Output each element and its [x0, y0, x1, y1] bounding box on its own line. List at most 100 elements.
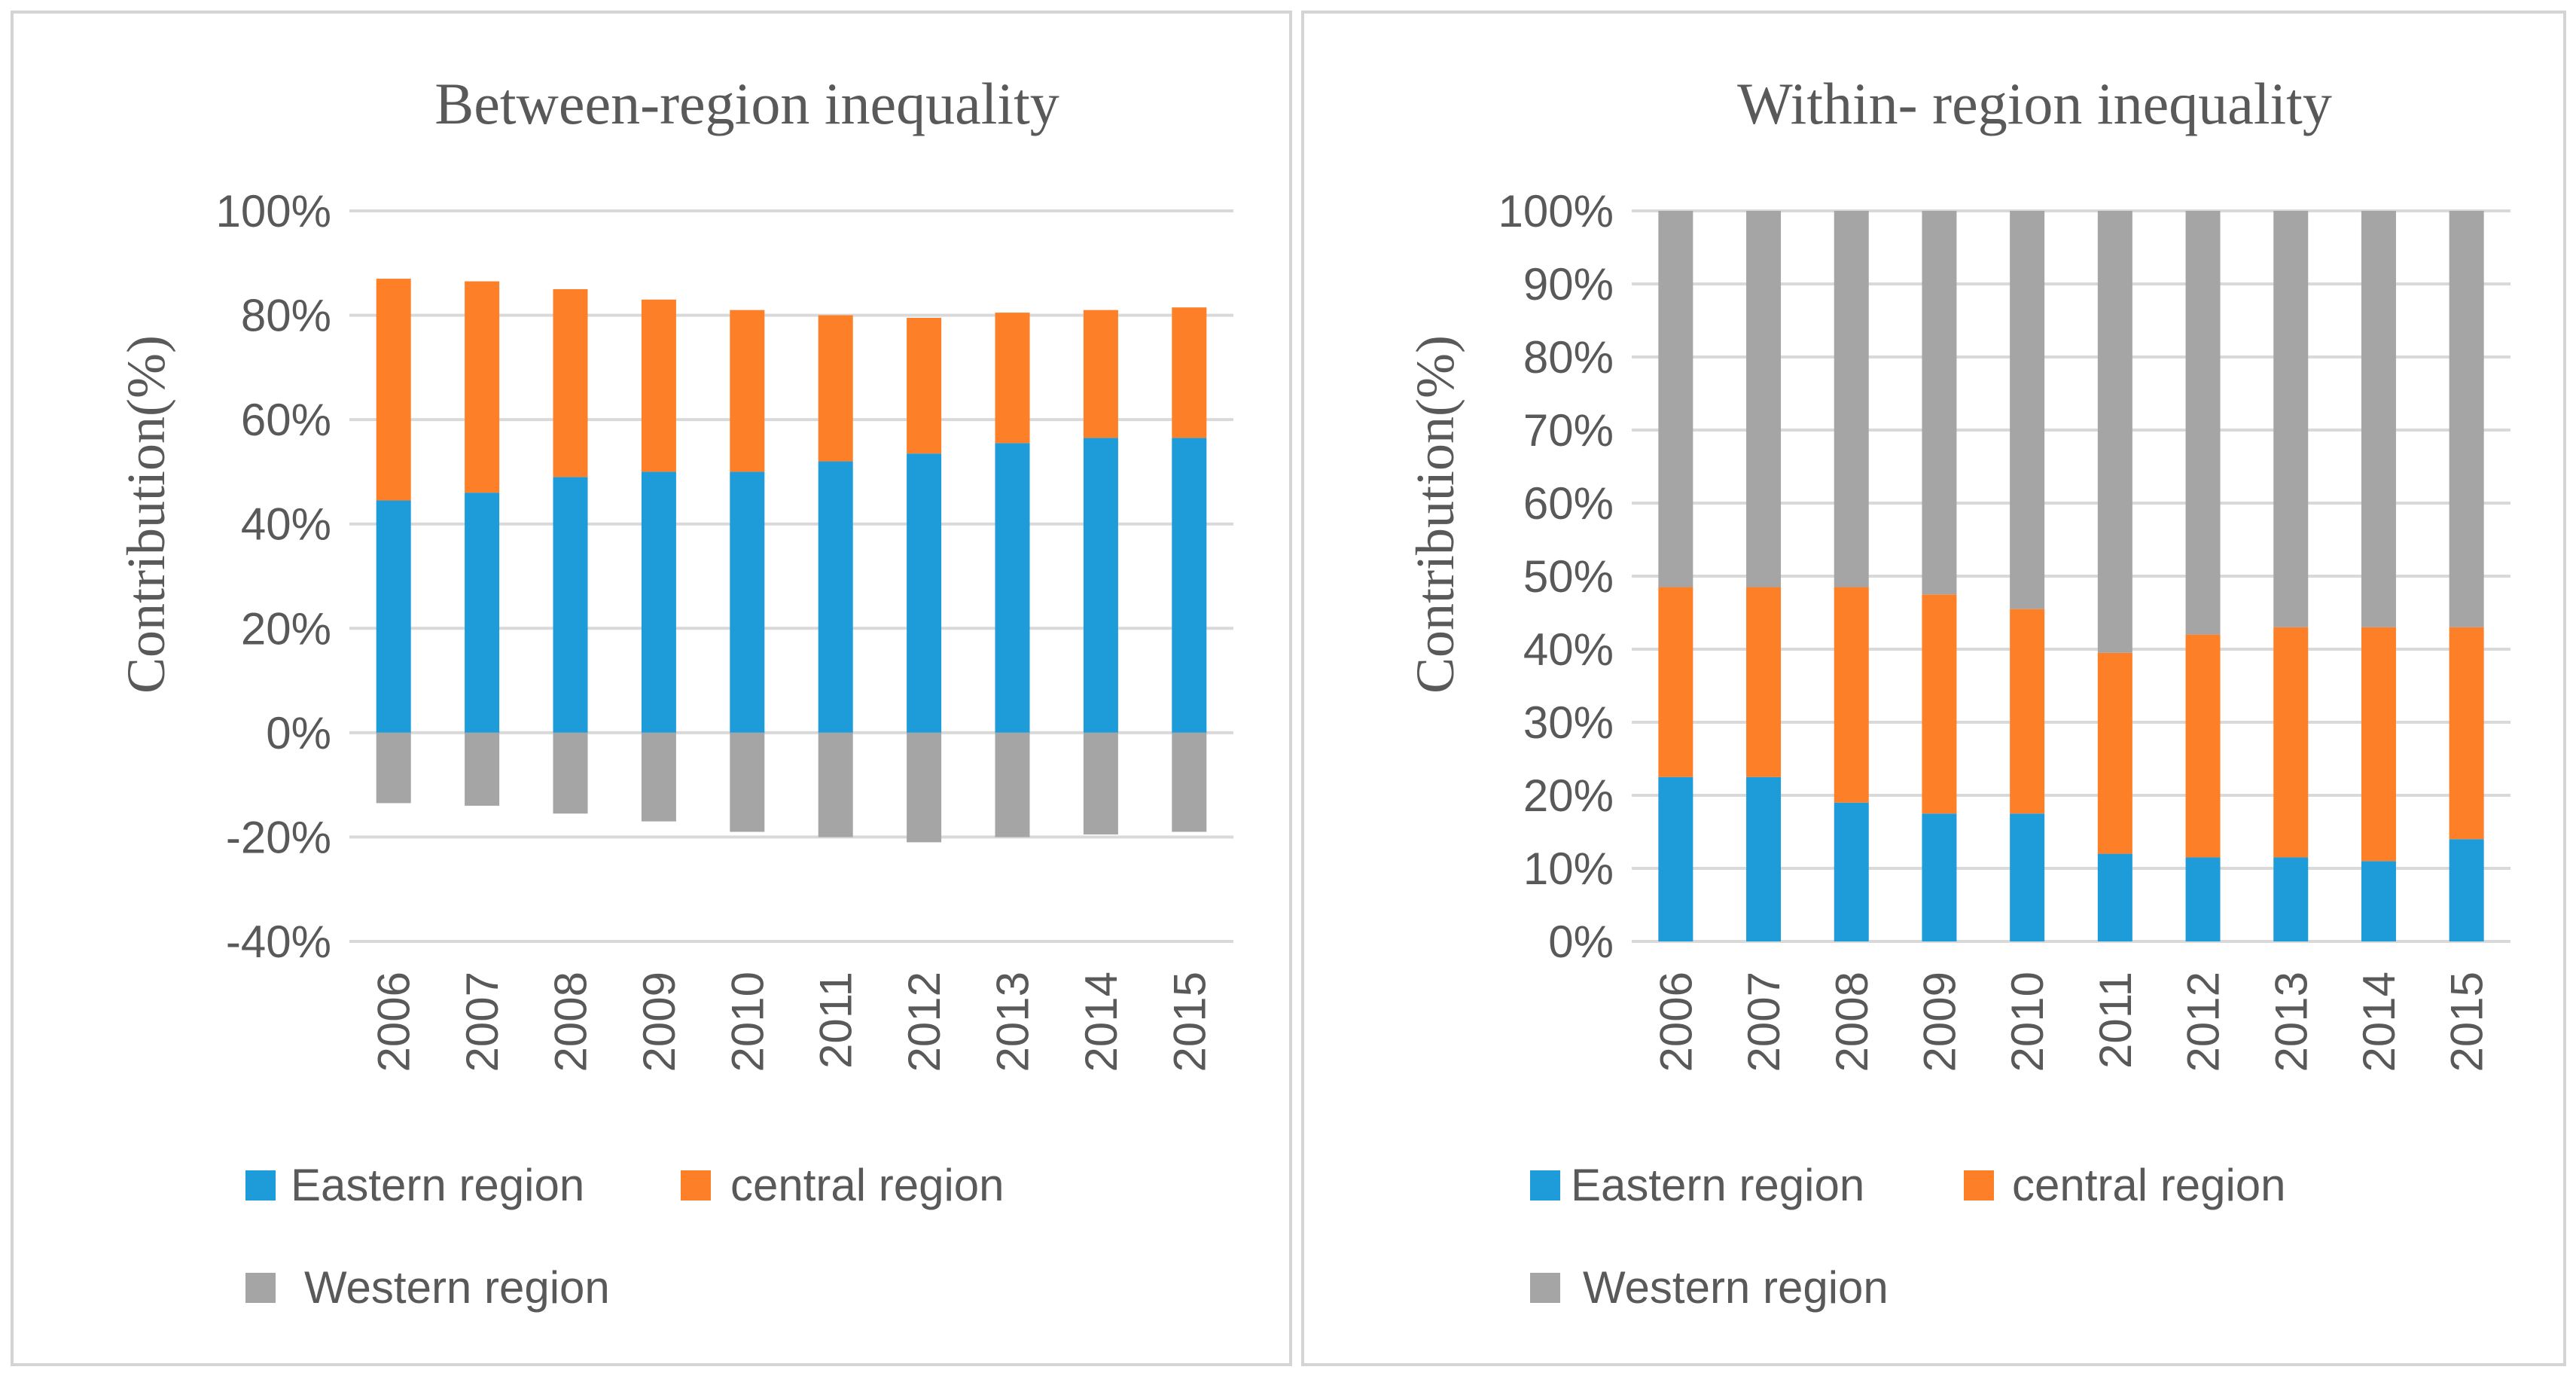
y-axis-label: Contribution(%) [116, 335, 176, 694]
x-tick-label: 2006 [369, 972, 419, 1072]
y-tick-label: 60% [1523, 478, 1614, 529]
y-tick-label: -40% [226, 917, 331, 967]
bar-western-2013 [2273, 211, 2309, 627]
bar-western-2006 [376, 732, 411, 804]
bar-western-2009 [641, 732, 676, 822]
y-tick-label: 60% [241, 395, 331, 445]
bar-central-2012 [2185, 634, 2221, 858]
legend-swatch-eastern [245, 1170, 276, 1200]
x-tick-label: 2011 [811, 972, 861, 1069]
bar-western-2010 [730, 732, 765, 832]
chart-title: Between-region inequality [434, 71, 1059, 136]
bar-central-2011 [818, 315, 853, 462]
y-tick-label: 70% [1523, 405, 1614, 456]
chart-title: Within- region inequality [1737, 71, 2332, 136]
y-tick-label: 80% [1523, 332, 1614, 383]
bar-western-2006 [1658, 211, 1693, 587]
x-tick-label: 2009 [1914, 972, 1965, 1072]
bar-western-2013 [995, 732, 1030, 837]
x-tick-label: 2015 [1164, 972, 1215, 1072]
legend: Eastern region central region Western re… [245, 1160, 1004, 1313]
bar-eastern-2015 [2449, 839, 2484, 941]
x-tick-label: 2014 [2354, 972, 2404, 1072]
x-tick-label: 2014 [1076, 972, 1126, 1072]
bar-central-2013 [2273, 627, 2309, 858]
bar-central-2008 [553, 288, 588, 477]
legend-swatch-eastern [1530, 1170, 1560, 1200]
bar-eastern-2010 [2010, 813, 2045, 941]
x-tick-label: 2010 [722, 972, 773, 1072]
bar-western-2008 [553, 732, 588, 814]
bar-eastern-2012 [2185, 857, 2221, 941]
bar-western-2011 [2097, 211, 2132, 653]
legend-label-central: central region [730, 1160, 1004, 1210]
bar-western-2014 [1083, 732, 1118, 834]
bar-central-2008 [1834, 587, 1869, 803]
bar-eastern-2006 [1658, 776, 1693, 941]
x-tick-label: 2012 [899, 972, 950, 1072]
legend: Eastern region central region Western re… [1530, 1160, 2286, 1313]
y-tick-label: 0% [1548, 917, 1614, 967]
within-region-chart: Within- region inequality Contribution(%… [1405, 71, 2510, 1313]
y-tick-label: 40% [241, 499, 331, 550]
bar-western-2010 [2010, 211, 2045, 609]
bar-eastern-2011 [818, 461, 853, 733]
bar-central-2010 [2010, 609, 2045, 814]
bar-eastern-2007 [465, 493, 500, 733]
x-tick-label: 2007 [457, 972, 508, 1072]
x-tick-label: 2013 [988, 972, 1038, 1072]
legend-label-central: central region [2012, 1160, 2286, 1210]
legend-label-western: Western region [304, 1262, 610, 1313]
x-tick-label: 2011 [2090, 972, 2141, 1069]
x-tick-label: 2009 [634, 972, 684, 1072]
bar-central-2014 [1083, 310, 1118, 438]
bar-central-2010 [730, 310, 765, 472]
y-tick-label: 30% [1523, 697, 1614, 748]
legend-label-eastern: Eastern region [291, 1160, 584, 1210]
bar-eastern-2012 [907, 453, 942, 733]
y-tick-label: 40% [1523, 624, 1614, 675]
y-axis-label: Contribution(%) [1405, 335, 1465, 694]
x-tick-label: 2012 [2178, 972, 2229, 1072]
x-tick-label: 2007 [1739, 972, 1789, 1072]
within-region-chart-panel: Within- region inequality Contribution(%… [1301, 11, 2566, 1366]
y-tick-label: 100% [216, 186, 331, 236]
bar-central-2014 [2361, 627, 2396, 862]
bar-eastern-2007 [1746, 776, 1782, 941]
y-tick-label: 100% [1498, 186, 1614, 236]
bar-central-2007 [1746, 587, 1782, 777]
bar-central-2011 [2097, 652, 2132, 854]
bar-eastern-2010 [730, 471, 765, 733]
y-tick-label: 0% [266, 708, 331, 758]
legend-swatch-western [245, 1273, 276, 1303]
bar-central-2015 [2449, 627, 2484, 840]
bar-western-2012 [907, 732, 942, 843]
bar-eastern-2014 [1083, 438, 1118, 733]
legend-swatch-central [1964, 1170, 1994, 1200]
x-tick-label: 2008 [1827, 972, 1877, 1072]
x-tick-label: 2015 [2442, 972, 2492, 1072]
bar-central-2012 [907, 318, 942, 454]
bar-western-2008 [1834, 211, 1869, 587]
between-region-chart-panel: Between-region inequality Contribution(%… [11, 11, 1292, 1366]
bar-central-2009 [641, 299, 676, 472]
bar-western-2014 [2361, 211, 2396, 627]
y-tick-label: 90% [1523, 259, 1614, 310]
bar-eastern-2015 [1172, 438, 1207, 733]
bar-western-2007 [1746, 211, 1782, 587]
bar-central-2009 [1922, 594, 1957, 814]
y-tick-label: -20% [226, 812, 331, 862]
y-tick-label: 50% [1523, 551, 1614, 602]
bar-eastern-2013 [2273, 857, 2309, 941]
bar-eastern-2013 [995, 443, 1030, 733]
bar-western-2011 [818, 732, 853, 837]
bar-eastern-2006 [376, 500, 411, 733]
bar-western-2015 [2449, 211, 2484, 627]
bar-western-2012 [2185, 211, 2221, 635]
bar-central-2013 [995, 313, 1030, 444]
legend-swatch-central [681, 1170, 711, 1200]
x-tick-label: 2013 [2266, 972, 2316, 1072]
bar-western-2009 [1922, 211, 1957, 595]
legend-label-eastern: Eastern region [1571, 1160, 1864, 1210]
y-tick-label: 80% [241, 291, 331, 341]
